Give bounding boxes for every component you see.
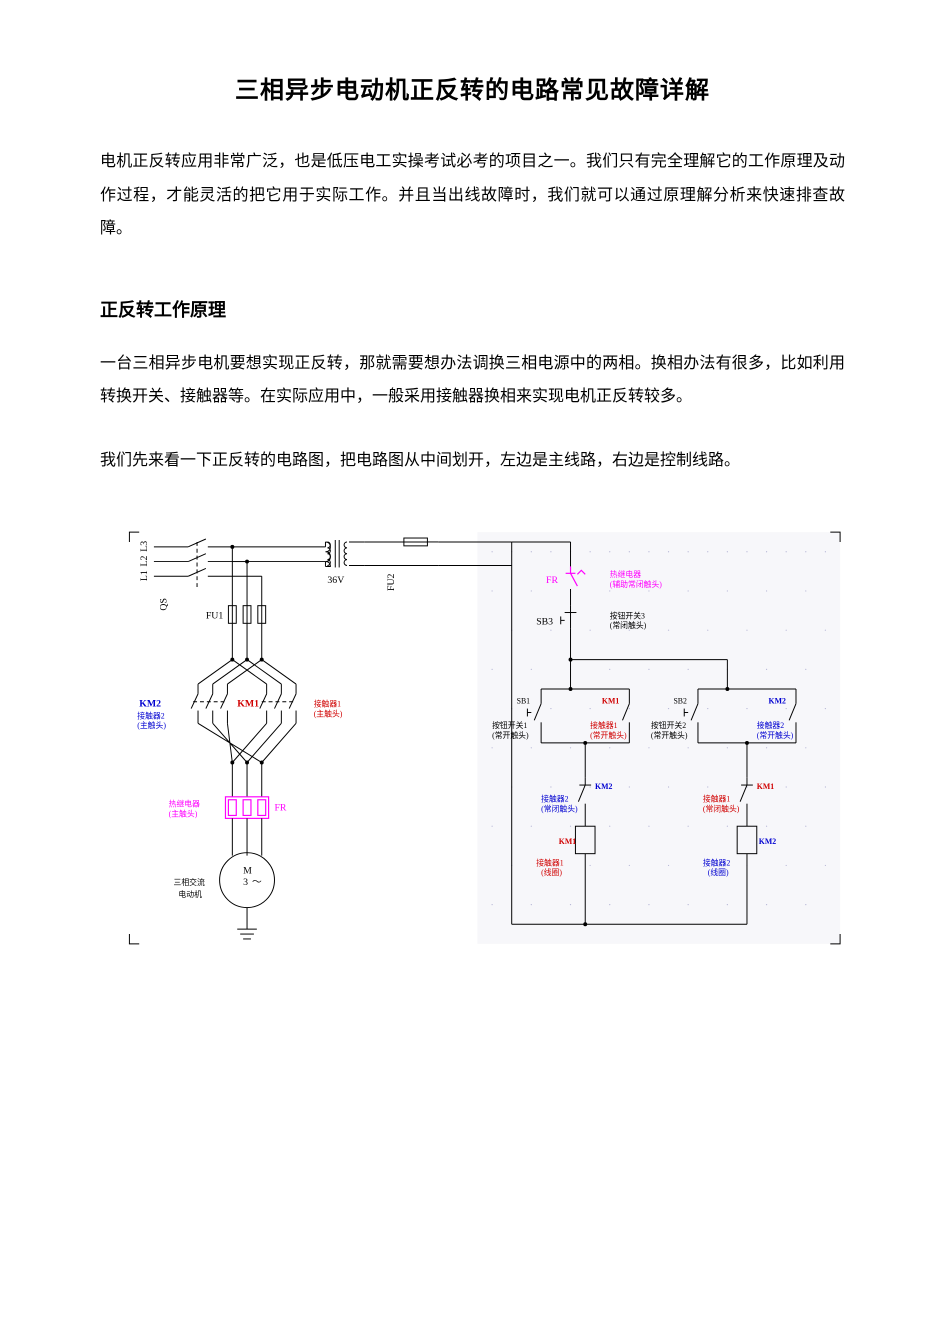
sb2-desc2: (常开触头) bbox=[651, 730, 688, 740]
phase-l3-label: L3 bbox=[139, 540, 150, 551]
sb2-desc1: 按钮开关2 bbox=[651, 720, 686, 730]
section-paragraph-1: 一台三相异步电机要想实现正反转，那就需要想办法调换三相电源中的两相。换相办法有很… bbox=[100, 347, 845, 414]
transformer-voltage: 36V bbox=[327, 575, 344, 586]
circuit-diagram: L3 L2 L1 QS FU1 bbox=[100, 508, 845, 968]
page-title: 三相异步电动机正反转的电路常见故障详解 bbox=[100, 70, 845, 105]
km2-aux-label: KM2 bbox=[769, 696, 786, 705]
km1-nc-label: KM1 bbox=[757, 782, 774, 791]
document-page: 三相异步电动机正反转的电路常见故障详解 电机正反转应用非常广泛，也是低压电工实操… bbox=[0, 0, 945, 1008]
fu2-label: FU2 bbox=[386, 573, 397, 591]
sb3-desc1: 按钮开关3 bbox=[610, 610, 645, 620]
km2-coil-desc2: (线圈) bbox=[708, 867, 729, 877]
sb1-desc2: (常开触头) bbox=[492, 730, 529, 740]
sb3-label: SB3 bbox=[536, 616, 553, 627]
fr-aux-desc1: 热继电器 bbox=[610, 569, 641, 579]
fr-main-label: FR bbox=[274, 802, 286, 813]
km1-aux-label: KM1 bbox=[602, 696, 619, 705]
km2-coil-desc1: 接触器2 bbox=[703, 857, 730, 867]
km1-coil-desc1: 接触器1 bbox=[536, 857, 563, 867]
km2-main-desc2: (主触头) bbox=[137, 720, 166, 730]
sb1-desc1: 按钮开关1 bbox=[492, 720, 527, 730]
sb2-label: SB2 bbox=[673, 696, 687, 705]
km2-nc-desc1: 接触器2 bbox=[541, 793, 568, 803]
km2-coil-label: KM2 bbox=[759, 836, 776, 845]
qs-label: QS bbox=[159, 598, 170, 611]
km2-main-desc1: 接触器2 bbox=[137, 710, 164, 720]
transformer bbox=[324, 540, 365, 567]
fr-thermal-main bbox=[225, 796, 268, 818]
sb1-label: SB1 bbox=[517, 696, 531, 705]
motor-3: 3 bbox=[243, 877, 248, 888]
km2-main-contacts bbox=[191, 684, 227, 723]
intro-paragraph: 电机正反转应用非常广泛，也是低压电工实操考试必考的项目之一。我们只有完全理解它的… bbox=[100, 145, 845, 246]
km1-nc-desc2: (常闭触头) bbox=[703, 803, 740, 813]
km1-coil-label: KM1 bbox=[559, 836, 576, 845]
km2-nc-label: KM2 bbox=[595, 782, 612, 791]
phase-l2-label: L2 bbox=[139, 555, 150, 566]
fr-main-desc2: (主触头) bbox=[169, 808, 198, 818]
motor-desc2: 电动机 bbox=[178, 888, 202, 898]
fr-aux-desc2: (辅助常闭触头) bbox=[610, 579, 663, 589]
km1-nc-desc1: 接触器1 bbox=[703, 793, 730, 803]
section-paragraph-2: 我们先来看一下正反转的电路图，把电路图从中间划开，左边是主线路，右边是控制线路。 bbox=[100, 444, 845, 478]
km1-main-contacts bbox=[260, 684, 296, 723]
km1-coil-desc2: (线圈) bbox=[541, 867, 562, 877]
km1-main-label: KM1 bbox=[237, 698, 259, 709]
sb3-desc2: (常闭触头) bbox=[610, 620, 647, 630]
phase-l1-label: L1 bbox=[139, 570, 150, 581]
km1-main-desc2: (主触头) bbox=[314, 708, 343, 718]
qs-switch bbox=[188, 539, 206, 589]
km2-nc-desc2: (常闭触头) bbox=[541, 803, 578, 813]
km2-aux-desc1: 接触器2 bbox=[757, 720, 784, 730]
km2-main-label: KM2 bbox=[139, 698, 161, 709]
fr-main-desc1: 热继电器 bbox=[169, 798, 200, 808]
km1-main-desc1: 接触器1 bbox=[314, 698, 341, 708]
fu1-label: FU1 bbox=[206, 610, 224, 621]
fr-aux-label: FR bbox=[546, 575, 558, 586]
motor-wave: ～ bbox=[252, 877, 262, 888]
km1-aux-desc1: 接触器1 bbox=[590, 720, 617, 730]
motor-m: M bbox=[243, 865, 252, 876]
motor-desc1: 三相交流 bbox=[174, 877, 205, 887]
section-heading: 正反转工作原理 bbox=[100, 296, 845, 322]
km2-aux-desc2: (常开触头) bbox=[757, 730, 794, 740]
km1-aux-desc2: (常开触头) bbox=[590, 730, 627, 740]
